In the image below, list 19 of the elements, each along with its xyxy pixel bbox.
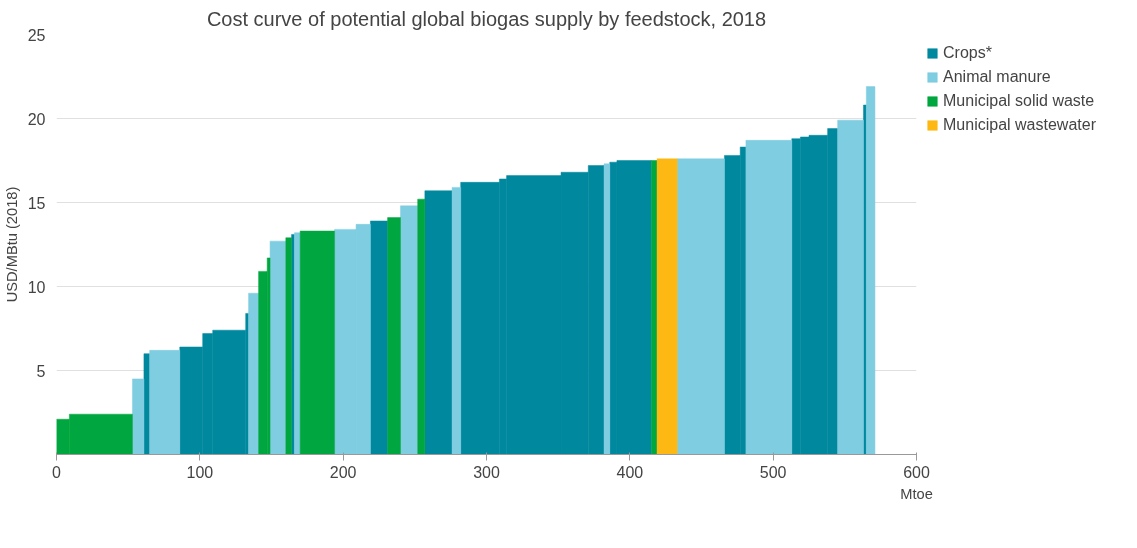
x-axis-title: Mtoe — [900, 485, 933, 502]
y-axis-title: USD/MBtu (2018) — [3, 186, 20, 303]
legend-label: Animal manure — [943, 68, 1051, 86]
x-tick-label: 500 — [759, 463, 787, 481]
y-tick-label: 5 — [36, 362, 46, 380]
x-tick-label: 0 — [52, 463, 62, 481]
chart-title: Cost curve of potential global biogas supply by feedstock, 2018 — [206, 7, 767, 30]
x-tick-label: 600 — [903, 463, 930, 481]
x-tick-label: 400 — [616, 463, 644, 481]
y-tick-label: 25 — [27, 26, 46, 44]
y-tick-label: 20 — [27, 110, 46, 128]
x-tick-label: 100 — [186, 463, 214, 481]
x-tick-label: 200 — [329, 463, 357, 481]
legend-label: Municipal solid waste — [943, 92, 1095, 110]
legend-label: Crops* — [943, 44, 992, 62]
legend-label: Municipal wastewater — [943, 116, 1096, 134]
x-tick-label: 300 — [473, 463, 500, 481]
y-tick-label: 10 — [27, 278, 46, 296]
y-tick-label: 15 — [27, 194, 46, 212]
